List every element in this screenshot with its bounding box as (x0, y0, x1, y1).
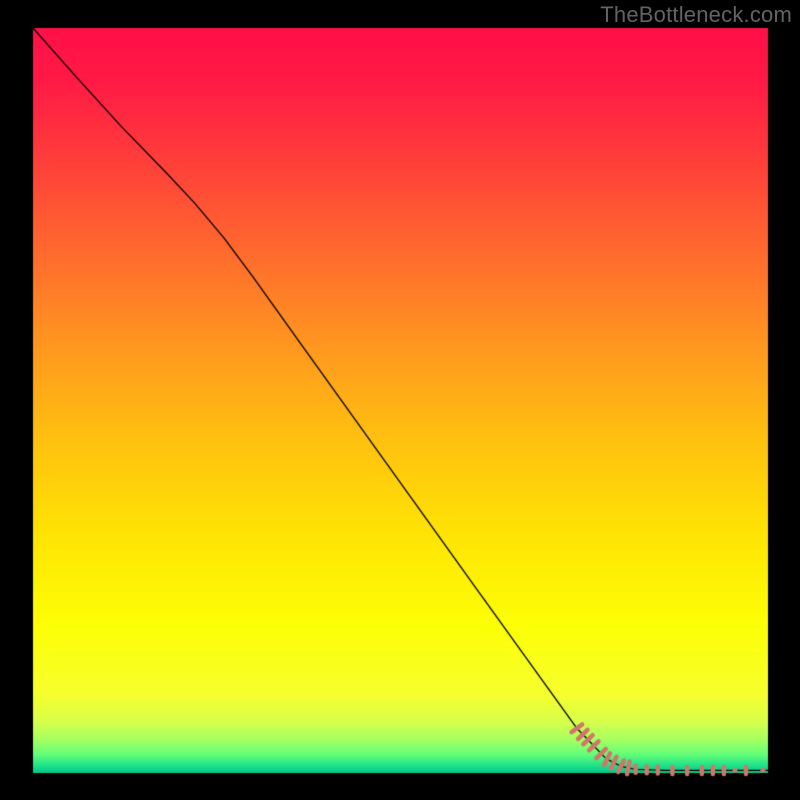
bottleneck-chart-canvas (0, 0, 800, 800)
watermark-text: TheBottleneck.com (600, 2, 792, 28)
